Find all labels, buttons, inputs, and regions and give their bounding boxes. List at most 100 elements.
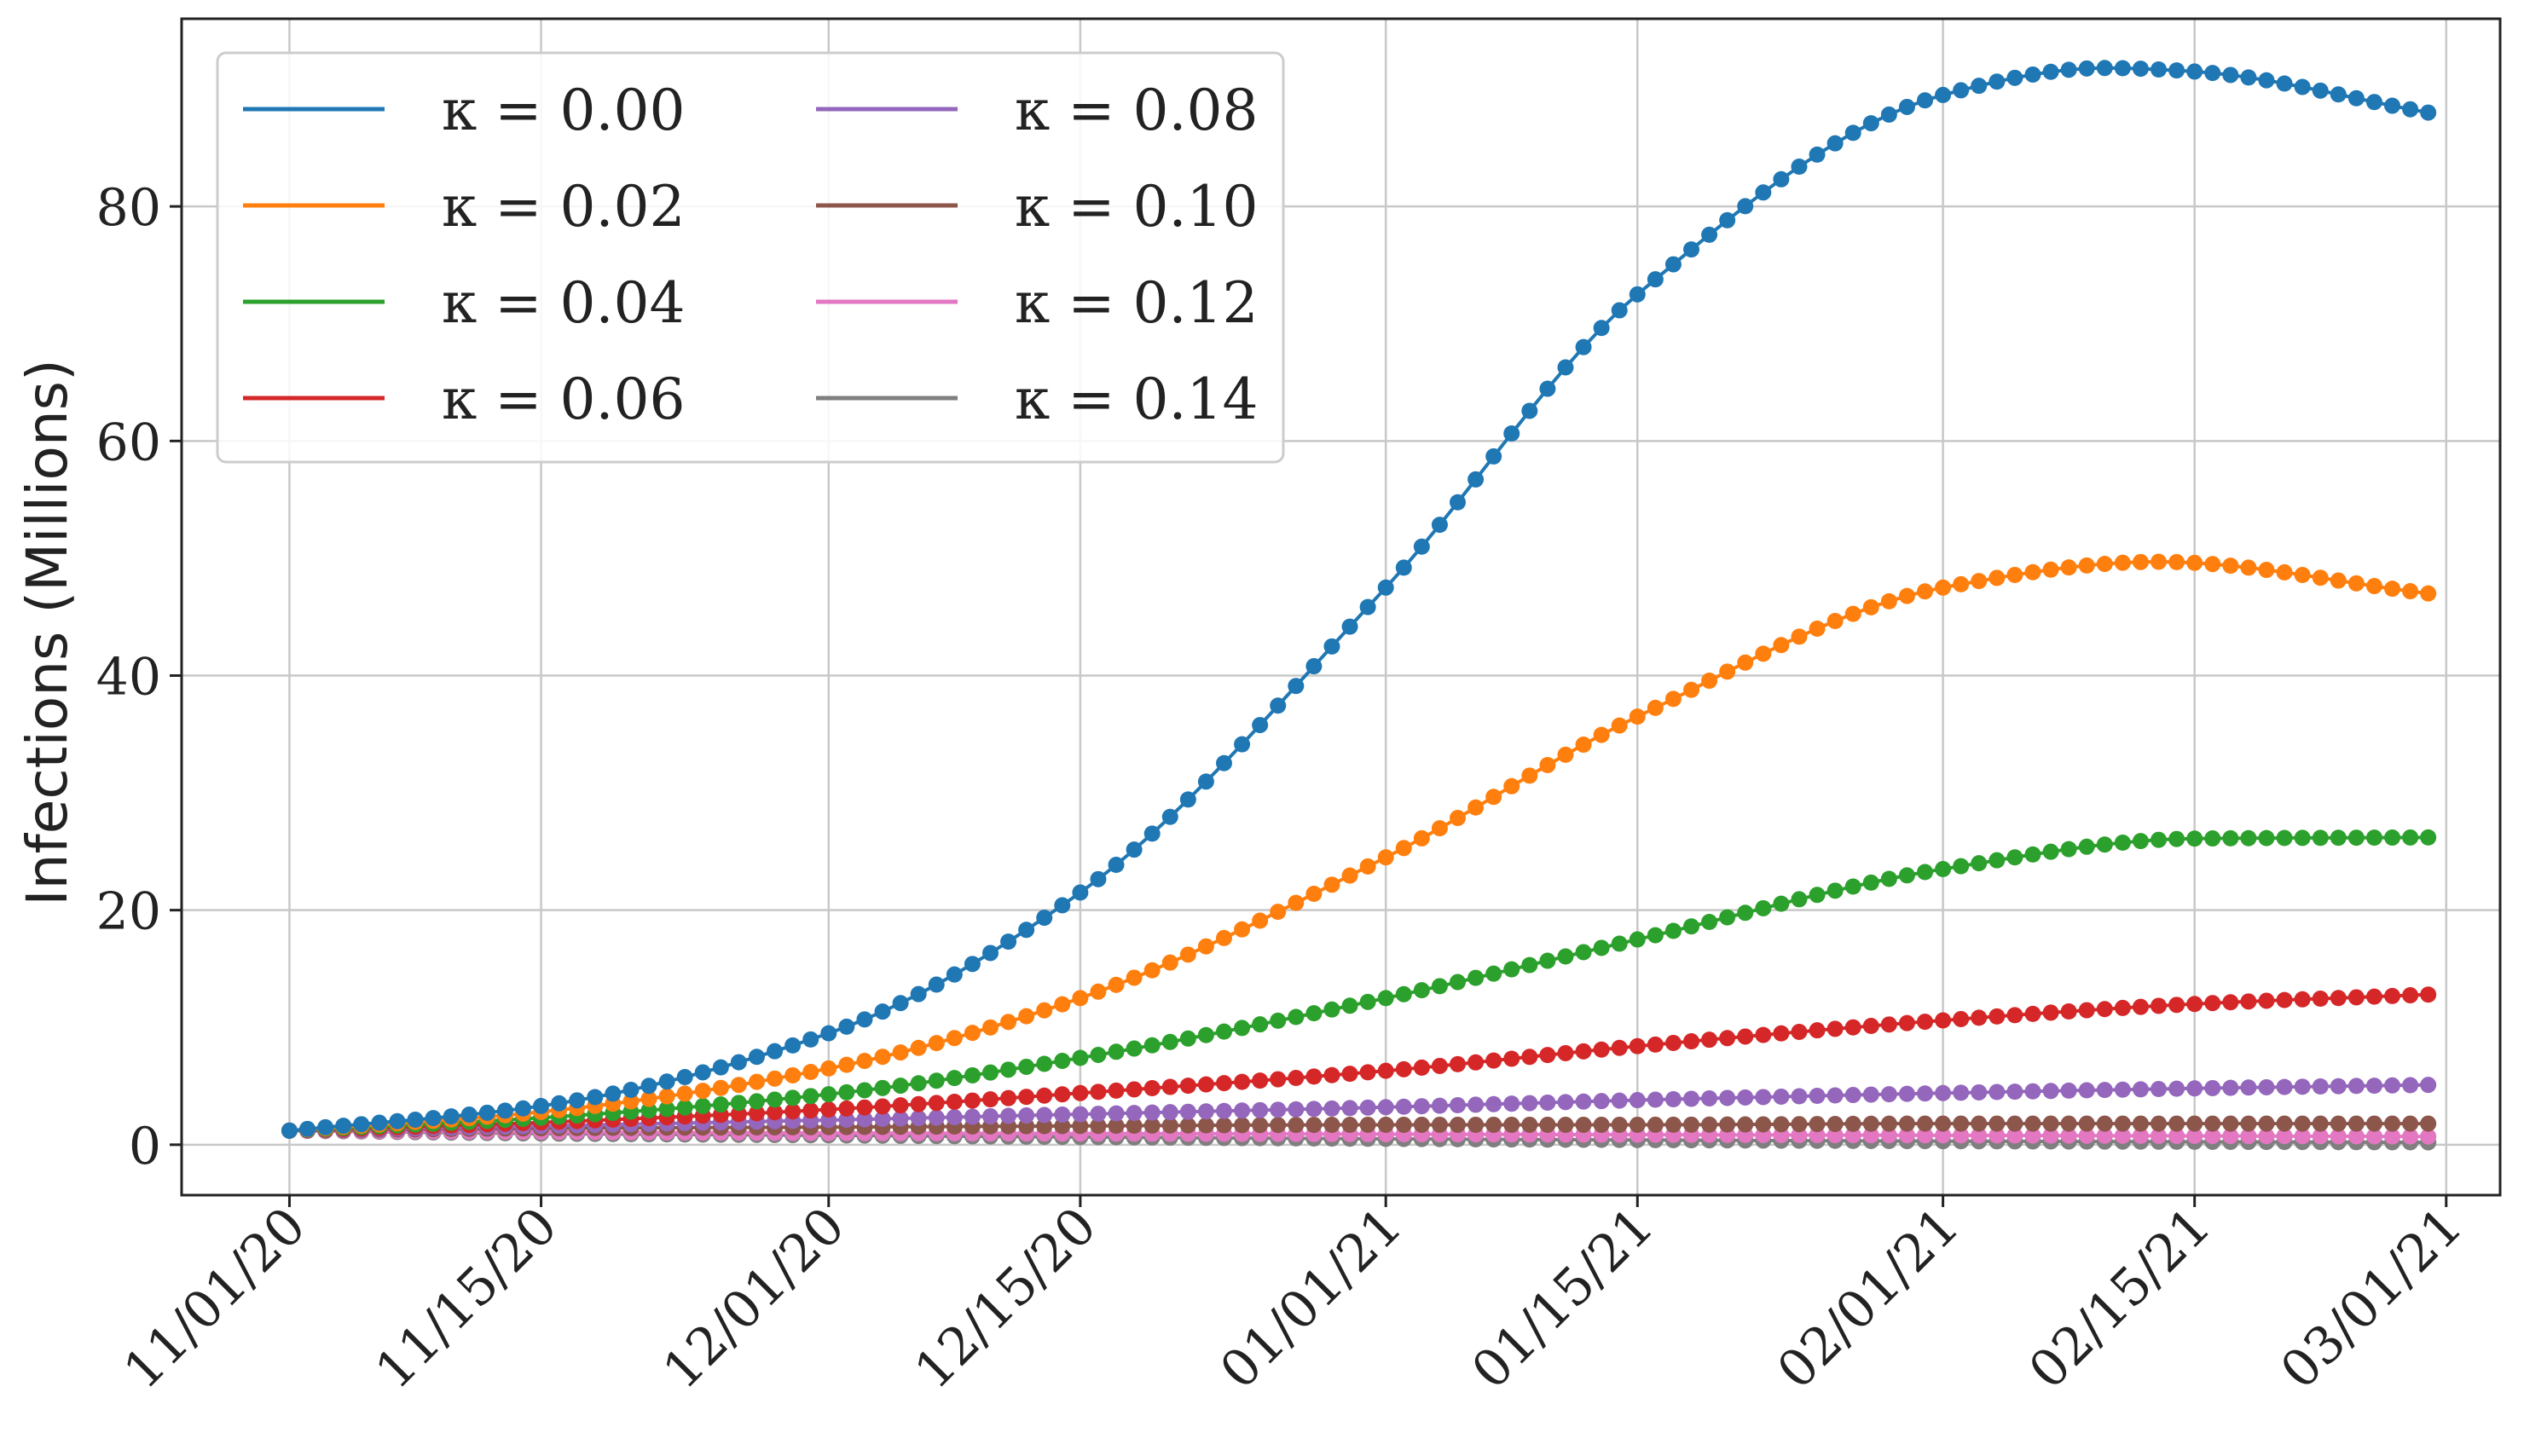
data-point [1072,1084,1089,1101]
data-point [694,1083,711,1100]
data-point [1755,184,1772,201]
data-point [838,1018,855,1035]
data-point [1054,1086,1071,1103]
data-point [1575,944,1592,961]
data-point [1377,849,1394,866]
data-point [2078,1002,2095,1019]
data-point [2384,581,2401,598]
data-point [694,1097,711,1114]
data-point [2294,829,2311,846]
data-point [1737,198,1754,215]
data-point [2365,829,2382,846]
data-point [1917,1014,1934,1031]
data-point [1323,1117,1340,1134]
data-point [640,1078,657,1095]
data-point [2276,1128,2293,1145]
data-point [2132,998,2149,1015]
data-point [928,1072,945,1089]
data-point [2168,1127,2185,1144]
data-point [2024,1005,2041,1022]
data-point [2258,1128,2275,1145]
data-point [2276,75,2293,92]
data-point [2258,1078,2275,1095]
data-point [1485,1095,1502,1112]
data-point [2006,1115,2023,1132]
data-point [1844,1087,1861,1104]
data-point [1593,1041,1610,1058]
data-point [946,1109,963,1126]
data-point [2402,583,2419,600]
data-point [1989,569,2006,586]
data-point [1826,1087,1844,1104]
data-point [2365,1078,2382,1095]
data-point [1539,757,1556,774]
data-point [2365,1128,2382,1145]
data-point [1359,858,1376,875]
data-point [1395,840,1412,857]
data-point [1108,1043,1125,1060]
data-point [1791,891,1808,908]
data-point [1450,810,1467,827]
data-point [1341,867,1358,884]
data-point [1036,910,1053,927]
data-point [1413,538,1430,555]
data-point [1880,870,1897,887]
data-point [1611,1039,1628,1056]
data-point [2151,553,2168,570]
data-point [1917,1085,1934,1102]
data-point [2204,830,2221,847]
data-point [1018,1058,1035,1075]
data-point [2402,829,2419,846]
data-point [2240,1115,2257,1132]
data-point [1935,1084,1952,1101]
data-point [1018,1107,1035,1124]
data-point [2060,1127,2077,1144]
data-point [1413,1098,1430,1115]
data-point [2222,1128,2239,1145]
data-point [946,966,963,983]
data-point [910,1039,927,1056]
data-point [1521,956,1538,974]
data-point [1126,1081,1143,1098]
data-point [335,1118,352,1135]
data-point [1971,1009,1988,1026]
data-point [820,1086,837,1103]
data-point [2168,553,2185,570]
data-point [1521,1116,1538,1133]
data-point [981,1019,999,1036]
data-point [551,1095,568,1112]
data-point [712,1079,729,1096]
data-point [1719,1089,1736,1106]
data-point [478,1104,495,1121]
data-point [910,985,927,1002]
data-point [802,1102,819,1119]
data-point [2347,829,2365,846]
data-point [1593,726,1610,743]
data-point [1880,592,1897,610]
data-point [1234,1102,1251,1119]
data-point [1791,1023,1808,1040]
data-point [407,1111,424,1128]
data-point [1126,841,1143,858]
data-point [1468,1116,1485,1133]
data-point [1862,874,1879,891]
data-point [2006,1127,2023,1144]
data-point [1288,894,1305,911]
data-point [892,995,909,1012]
data-point [2347,1115,2365,1132]
data-point [2312,1115,2329,1132]
data-point [1629,1092,1646,1109]
data-point [2168,1080,2185,1097]
data-point [2347,90,2365,107]
data-point [2132,1127,2149,1144]
data-point [1108,1105,1125,1122]
data-point [1161,954,1178,971]
data-point [1270,1117,1287,1134]
data-point [2240,993,2257,1010]
data-point [1575,737,1592,754]
data-point [1413,1116,1430,1133]
data-point [1413,829,1430,846]
data-point [1252,717,1269,734]
data-point [2258,562,2275,579]
data-point [1234,1073,1251,1090]
